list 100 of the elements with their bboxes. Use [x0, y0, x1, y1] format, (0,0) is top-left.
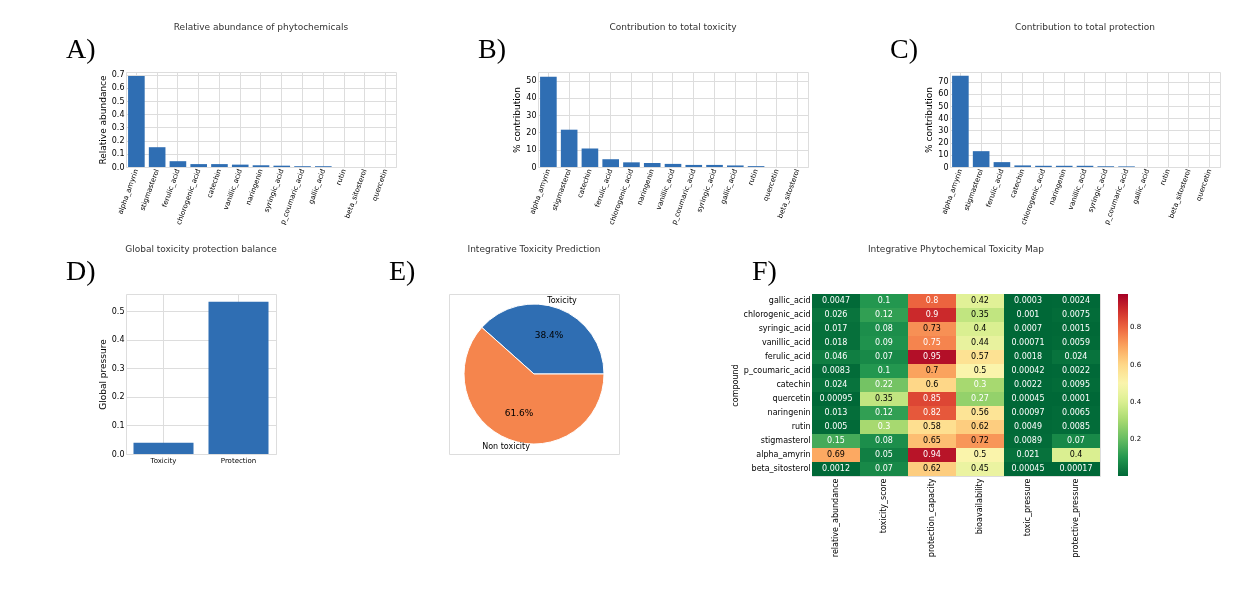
data-label: 0.017 — [824, 324, 848, 333]
data-label: 0.07 — [875, 352, 893, 361]
data-label: 0.0085 — [1062, 422, 1090, 431]
data-label: 0.0001 — [1062, 394, 1090, 403]
data-label: 0.0012 — [822, 464, 850, 473]
text: E) — [389, 255, 416, 286]
y-tick-label: alpha_amyrin — [756, 450, 811, 459]
y-tick-label: ferulic_acid — [764, 352, 811, 361]
y-tick-label: 0.6 — [111, 83, 125, 93]
data-label: 0.4 — [973, 324, 987, 333]
y-tick-label: 0.5 — [111, 96, 125, 106]
x-tick-label: bioavailability — [975, 478, 984, 535]
data-label: 0.3 — [973, 380, 987, 389]
y-tick-label: 0.2 — [111, 392, 125, 402]
bar — [560, 129, 578, 167]
data-label: 0.0059 — [1062, 338, 1090, 347]
data-label: 0.0003 — [1014, 296, 1042, 305]
text: C) — [890, 33, 918, 64]
data-label: 0.56 — [971, 408, 989, 417]
y-axis-title: % contribution — [512, 87, 523, 153]
data-label: 0.013 — [824, 408, 848, 417]
y-tick-label: 0.4 — [111, 109, 125, 119]
data-label: 0.5 — [973, 450, 987, 459]
y-tick-label: 10 — [938, 150, 949, 160]
data-label: 0.024 — [1064, 352, 1088, 361]
y-tick-label: quercetin — [772, 394, 811, 403]
data-label: 0.15 — [827, 436, 845, 445]
y-tick-label: gallic_acid — [768, 296, 811, 305]
bar — [706, 164, 723, 167]
data-label: 0.0047 — [822, 296, 850, 305]
data-label: 38.4% — [534, 329, 564, 340]
bar — [128, 75, 145, 167]
chart-title: Contribution to total toxicity — [609, 22, 738, 32]
data-label: 0.018 — [824, 338, 848, 347]
data-label: 0.44 — [971, 338, 989, 347]
data-label: 0.00042 — [1011, 366, 1045, 375]
text: A) — [66, 33, 96, 64]
data-label: 0.05 — [875, 450, 893, 459]
x-tick-label: relative_abundance — [831, 478, 840, 558]
data-label: 0.00071 — [1011, 338, 1045, 347]
y-tick-label: 0.1 — [111, 420, 125, 430]
data-label: 0.95 — [923, 352, 941, 361]
data-label: 0.046 — [824, 352, 848, 361]
y-tick-label: 0.0 — [111, 449, 125, 459]
y-tick-label: 0.2 — [111, 136, 125, 146]
y-tick-label: 60 — [938, 89, 949, 99]
data-label: 0.94 — [923, 450, 941, 459]
data-label: 0.9 — [925, 310, 939, 319]
y-tick-label: 20 — [938, 138, 949, 148]
y-tick-label: 0.3 — [111, 363, 125, 373]
y-tick-label: 0 — [943, 162, 949, 172]
y-tick-label: 0.1 — [111, 149, 125, 159]
y-tick-label: 0.0 — [111, 162, 125, 172]
bar — [685, 164, 703, 167]
slice-label: Non toxicity — [482, 442, 531, 452]
bar — [169, 161, 187, 167]
data-label: 0.35 — [875, 394, 893, 403]
y-tick-label: 0.3 — [111, 122, 125, 132]
data-label: 0.6 — [925, 380, 939, 389]
data-label: 0.005 — [824, 422, 848, 431]
y-axis-title: compound — [730, 364, 740, 407]
chart-title: Integrative Toxicity Prediction — [467, 244, 601, 254]
bar — [972, 151, 990, 167]
data-label: 0.72 — [971, 436, 989, 445]
y-tick-label: syringic_acid — [758, 324, 811, 333]
y-axis-title: Relative abundance — [97, 74, 108, 165]
data-label: 0.7 — [925, 366, 939, 375]
bar — [540, 76, 557, 167]
data-label: 0.0065 — [1062, 408, 1090, 417]
bar — [623, 162, 640, 167]
y-tick-label: 0 — [531, 162, 537, 172]
data-label: 0.0075 — [1062, 310, 1090, 319]
data-label: 0.08 — [875, 324, 893, 333]
data-label: 0.62 — [923, 464, 941, 473]
data-label: 0.8 — [925, 296, 939, 305]
y-tick-label: beta_sitosterol — [751, 464, 811, 473]
y-tick-label: 30 — [526, 110, 537, 120]
data-label: 0.0022 — [1062, 366, 1090, 375]
data-label: 0.42 — [971, 296, 989, 305]
data-label: 0.82 — [923, 408, 941, 417]
bar — [643, 163, 661, 167]
text: F) — [752, 255, 777, 286]
data-label: 0.35 — [971, 310, 989, 319]
data-label: 0.09 — [875, 338, 893, 347]
bar — [993, 162, 1011, 167]
x-tick-label: toxic_pressure — [1023, 478, 1032, 537]
slice-label: Toxicity — [546, 295, 578, 305]
data-label: 0.73 — [923, 324, 941, 333]
data-label: 0.75 — [923, 338, 941, 347]
bar — [148, 147, 166, 167]
data-label: 0.00045 — [1011, 394, 1045, 403]
data-label: 0.00095 — [819, 394, 853, 403]
data-label: 0.0015 — [1062, 324, 1090, 333]
data-label: 0.0022 — [1014, 380, 1042, 389]
chart-title: Contribution to total protection — [1014, 22, 1156, 32]
text: D) — [66, 255, 96, 286]
x-tick-label: protection_capacity — [927, 478, 936, 558]
data-label: 0.12 — [875, 408, 893, 417]
y-tick-label: 70 — [938, 77, 949, 87]
y-tick-label: vanillic_acid — [761, 338, 811, 347]
